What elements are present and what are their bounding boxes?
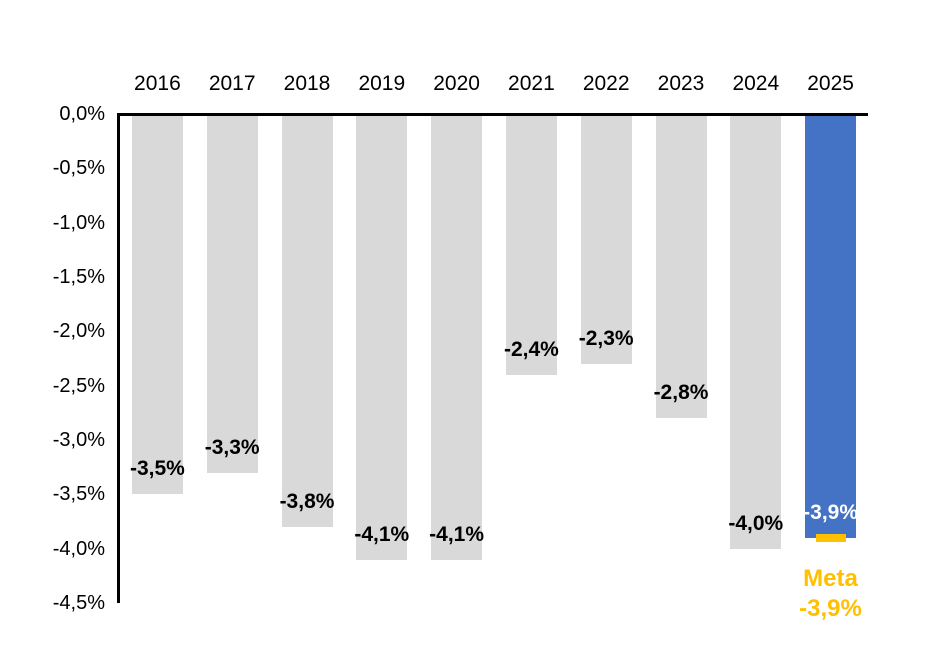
x-axis-label-2023: 2023 — [657, 72, 705, 95]
target-marker — [815, 533, 846, 542]
x-axis-label-2019: 2019 — [358, 72, 406, 95]
target-annotation-title: Meta — [803, 565, 858, 592]
x-axis-label-2016: 2016 — [134, 72, 181, 95]
x-axis-label-2018: 2018 — [283, 72, 331, 95]
y-axis-line — [117, 113, 120, 603]
bar-2024 — [730, 116, 782, 549]
y-axis-tick-label: -1,5% — [52, 266, 105, 288]
y-axis-tick-label: -2,5% — [52, 374, 105, 397]
bar-value-label-2025: -3,9% — [803, 500, 859, 524]
bar-value-label-2023: -2,8% — [653, 381, 709, 405]
target-annotation-value: -3,9% — [799, 595, 862, 622]
y-axis-tick-label: 0,0% — [59, 103, 105, 125]
bar-2017 — [206, 116, 258, 473]
bar-2025 — [805, 116, 857, 538]
x-axis-label-2020: 2020 — [433, 72, 480, 95]
x-axis-label-2022: 2022 — [582, 72, 630, 95]
bar-2022 — [580, 116, 632, 364]
x-axis-label-2021: 2021 — [508, 72, 555, 95]
y-axis-tick-label: -1,0% — [52, 211, 105, 234]
bar-value-label-2021: -2,4% — [503, 337, 559, 361]
target-annotation: Meta -3,9% — [770, 564, 891, 624]
y-axis-tick-label: -0,5% — [52, 157, 105, 180]
bar-value-label-2019: -4,1% — [354, 522, 410, 546]
bar-2021 — [505, 116, 557, 375]
y-axis-tick-label: -3,0% — [52, 429, 105, 451]
bar-value-label-2024: -4,0% — [728, 511, 784, 535]
bar-2019 — [356, 116, 408, 560]
bar-value-label-2018: -3,8% — [279, 489, 335, 513]
x-axis-label-2024: 2024 — [732, 72, 780, 95]
x-axis-label-2017: 2017 — [208, 72, 256, 95]
bar-2020 — [431, 116, 483, 560]
x-axis-label-2025: 2025 — [807, 72, 854, 95]
y-axis-tick-label: -3,5% — [52, 483, 105, 506]
bar-value-label-2016: -3,5% — [129, 457, 185, 481]
bar-2016 — [131, 116, 183, 495]
bar-2023 — [655, 116, 707, 419]
x-axis-line — [117, 113, 868, 116]
bar-value-label-2020: -4,1% — [429, 522, 485, 546]
bar-value-label-2017: -3,3% — [204, 435, 260, 459]
bar-value-label-2022: -2,3% — [578, 326, 634, 350]
y-axis-tick-label: -4,5% — [52, 592, 105, 614]
bar-2018 — [281, 116, 333, 527]
y-axis-tick-label: -2,0% — [52, 320, 105, 343]
y-axis-tick-label: -4,0% — [52, 537, 105, 560]
